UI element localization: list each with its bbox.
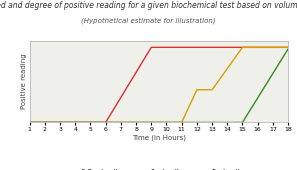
X-axis label: Time (in Hours): Time (in Hours) — [132, 134, 186, 141]
Text: Time required and degree of positive reading for a given biochemical test based : Time required and degree of positive rea… — [0, 1, 297, 10]
Text: (Hypothetical estimate for illustration): (Hypothetical estimate for illustration) — [81, 17, 216, 24]
Legend: 0.5 ml culture, 1ml culture, 5ml culture: 0.5 ml culture, 1ml culture, 5ml culture — [63, 166, 255, 170]
Y-axis label: Positive reading: Positive reading — [21, 54, 27, 109]
